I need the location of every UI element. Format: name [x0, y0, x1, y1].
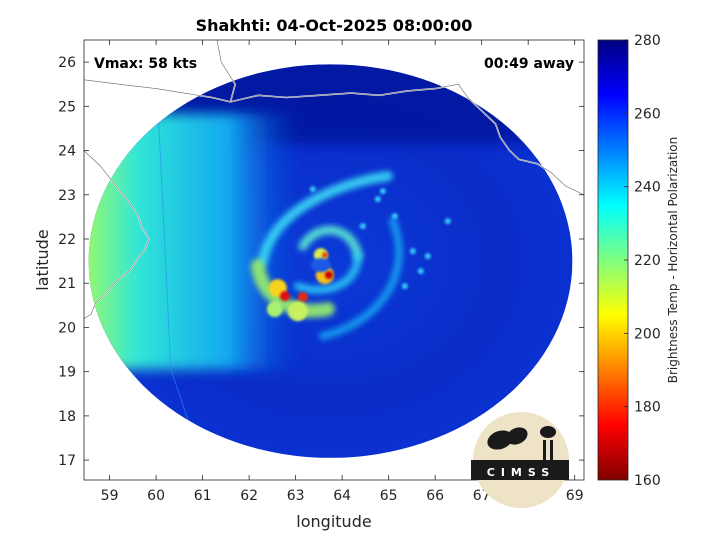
convective-core	[279, 291, 290, 302]
vmax-annotation: Vmax: 58 kts	[94, 56, 197, 72]
timing-annotation: 00:49 away	[484, 56, 574, 72]
y-tick-label: 18	[58, 409, 76, 425]
x-tick-label: 62	[240, 488, 258, 504]
cloud-cell	[424, 253, 431, 260]
x-tick-label: 66	[426, 488, 444, 504]
logo-banner	[471, 460, 569, 480]
plot-frame	[83, 39, 585, 481]
convective-core	[266, 301, 283, 318]
colorbar-tick-label: 260	[634, 106, 661, 122]
convective-core	[287, 301, 308, 322]
cloud-cell	[391, 213, 398, 220]
y-axis-label: latitude	[33, 229, 52, 290]
cloud-cell	[374, 196, 381, 203]
plot-area	[84, 40, 584, 458]
y-tick-label: 17	[58, 453, 76, 469]
coastline-outline	[216, 40, 236, 102]
colorbar-axis: 160 180 200 220 240 260 280	[624, 33, 661, 489]
y-tick-label: 21	[58, 276, 76, 292]
logo-text: CIMSS	[487, 466, 555, 479]
rainband	[250, 259, 335, 318]
cloud-cell	[409, 248, 416, 255]
y-axis: 17 18 19 20 21 22 23 24 25 26	[58, 55, 584, 469]
x-tick-label: 61	[194, 488, 212, 504]
x-tick-label: 60	[147, 488, 165, 504]
y-tick-label: 23	[58, 188, 76, 204]
y-tick-label: 20	[58, 320, 76, 336]
colorbar-tick-label: 180	[634, 400, 661, 416]
y-tick-label: 26	[58, 55, 76, 71]
colorbar-tick-label: 220	[634, 253, 661, 269]
cloud-cell	[309, 186, 316, 193]
rainband	[298, 225, 363, 261]
colorbar	[597, 39, 629, 481]
y-tick-label: 25	[58, 99, 76, 115]
rainband	[293, 252, 362, 294]
cloud-cell	[401, 283, 408, 290]
chart-title: Shakhti: 04-Oct-2025 08:00:00	[196, 16, 473, 35]
x-tick-label: 69	[566, 488, 584, 504]
colorbar-tick-label: 240	[634, 180, 661, 196]
x-axis-label: longitude	[296, 512, 371, 531]
coastline	[84, 40, 584, 320]
x-tick-label: 65	[380, 488, 398, 504]
rainband	[257, 171, 393, 267]
coastline-outline	[84, 150, 150, 319]
convective-core	[297, 292, 308, 303]
x-tick-label: 64	[333, 488, 351, 504]
y-tick-label: 24	[58, 144, 76, 160]
convective-core	[324, 271, 333, 280]
coastline-outline	[84, 79, 584, 196]
colorbar-tick-label: 160	[634, 473, 661, 489]
cloud-cell	[444, 218, 451, 225]
cloud-cell	[359, 223, 366, 230]
rainband	[318, 217, 403, 341]
logo-dish-icon-2	[506, 427, 528, 445]
colorbar-label: Brightness Temp - Horizontal Polarizatio…	[666, 137, 680, 384]
logo-tower-icon	[543, 440, 546, 460]
x-tick-label: 59	[101, 488, 119, 504]
cimss-logo: CIMSS	[471, 412, 569, 508]
cloud-cell	[379, 188, 386, 195]
logo-dish-icon	[487, 430, 513, 450]
brightness-temp-swath	[88, 64, 573, 458]
y-tick-label: 22	[58, 232, 76, 248]
colorbar-tick-label: 200	[634, 326, 661, 342]
cloud-cell	[417, 268, 424, 275]
x-tick-label: 63	[287, 488, 305, 504]
colorbar-tick-label: 280	[634, 33, 661, 49]
storm-eye	[310, 258, 331, 273]
y-tick-label: 19	[58, 365, 76, 381]
convective-core	[321, 252, 328, 259]
